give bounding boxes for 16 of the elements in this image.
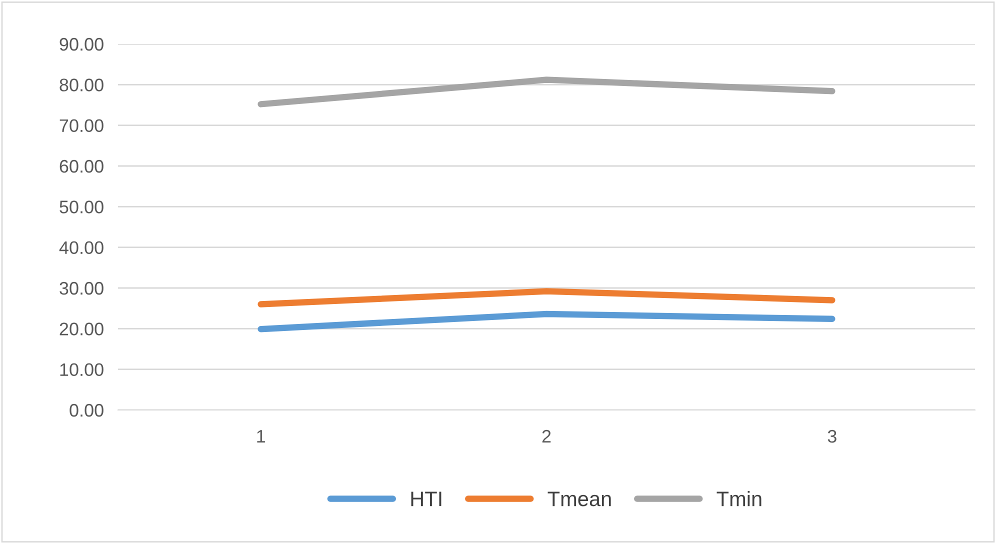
y-tick-label: 70.00 [60,119,104,132]
y-tick-label: 60.00 [60,160,104,173]
legend-label: HTI [411,492,442,506]
x-tick-label: 3 [828,430,836,443]
y-tick-label: 10.00 [60,363,104,376]
y-tick-label: 80.00 [60,78,104,92]
y-tick-label: 90.00 [60,38,104,51]
y-tick-label: 30.00 [60,282,104,295]
x-tick-label: 1 [257,430,265,443]
legend-label: Tmin [716,490,762,506]
x-tick-label: 2 [542,430,551,443]
y-tick-label: 50.00 [60,200,104,214]
y-tick-label: 20.00 [60,322,104,336]
legend-label: Tmean [548,492,611,506]
y-tick-label: 0.00 [70,404,104,417]
y-tick-label: 40.00 [59,241,104,254]
